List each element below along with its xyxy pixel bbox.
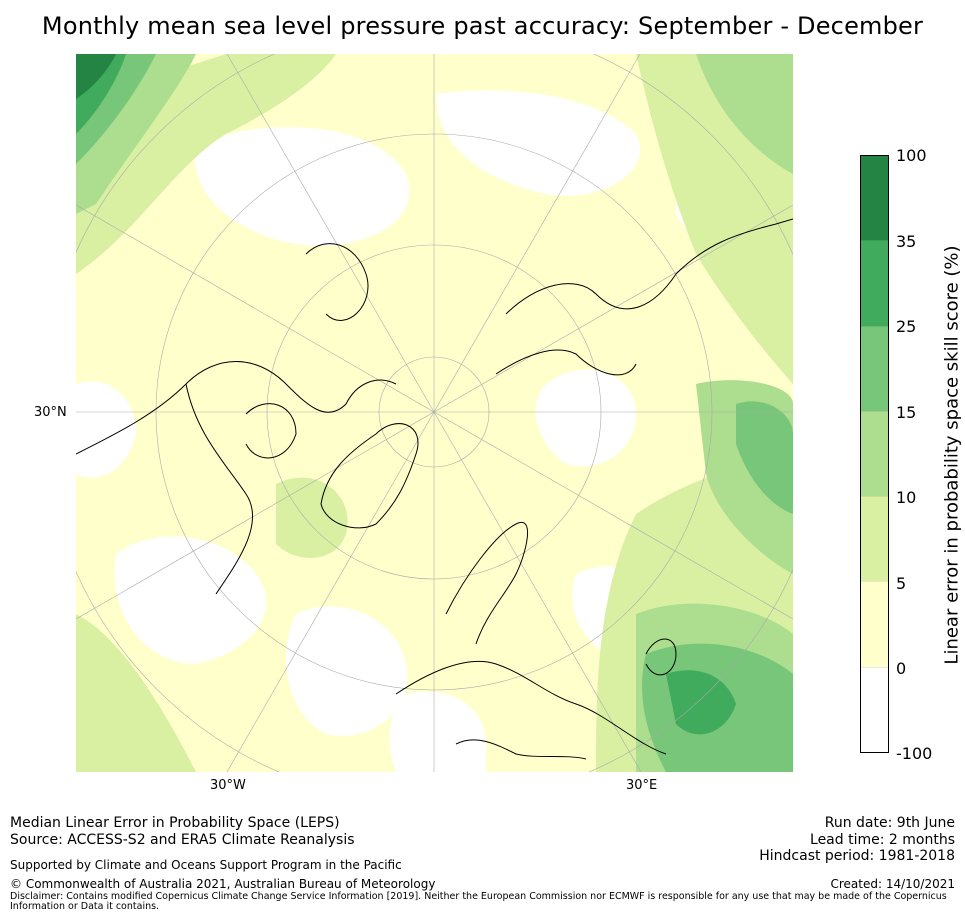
- footer-leps: Median Linear Error in Probability Space…: [10, 815, 340, 831]
- colorbar-tick: 15: [896, 403, 917, 422]
- footer-source: Source: ACCESS-S2 and ERA5 Climate Reana…: [10, 832, 355, 848]
- colorbar-segment: [861, 581, 888, 667]
- no-skill-region: [436, 90, 640, 196]
- siberia-coast: [495, 349, 637, 376]
- coastlines: [76, 218, 793, 760]
- alaska-coast: [305, 243, 369, 321]
- north-america-coast: [76, 361, 397, 595]
- no-skill-region: [76, 381, 136, 478]
- footer-lead-time: Lead time: 2 months: [810, 832, 955, 848]
- colorbar-tick: 100: [896, 146, 927, 165]
- no-skill-region: [194, 127, 410, 246]
- graticule: [76, 54, 793, 772]
- skill-10-15: [696, 54, 793, 174]
- latitude-label: 30°N: [34, 405, 67, 420]
- caspian-coast: [645, 638, 677, 676]
- colorbar-title: Linear error in probability space skill …: [941, 245, 963, 665]
- colorbar-tick: 25: [896, 317, 917, 336]
- footer-supported: Supported by Climate and Oceans Support …: [10, 858, 402, 872]
- colorbar-segment: [861, 410, 888, 497]
- skill-25-35: [666, 670, 736, 735]
- no-skill-region: [535, 369, 636, 467]
- footer-disclaimer: Disclaimer: Contains modified Copernicus…: [10, 891, 947, 912]
- footer-hindcast: Hindcast period: 1981-2018: [759, 848, 955, 864]
- colorbar-tick: 10: [896, 488, 917, 507]
- chart-title: Monthly mean sea level pressure past acc…: [41, 12, 924, 40]
- no-skill-region: [286, 606, 408, 736]
- colorbar-segment: [861, 240, 888, 326]
- colorbar-tick: 0: [896, 659, 907, 678]
- no-skill-region: [389, 691, 486, 772]
- asia-north-coast: [505, 218, 793, 315]
- europe-coast: [395, 660, 667, 755]
- longitude-label-east: 30°E: [626, 778, 658, 793]
- skill-shading: [76, 54, 793, 772]
- skill-5-10: [276, 477, 348, 558]
- footer-created: Created: 14/10/2021: [830, 877, 955, 891]
- colorbar-segment: [861, 496, 888, 582]
- greenland-coast: [320, 423, 419, 529]
- colorbar-tick: 5: [896, 574, 907, 593]
- skill-15-25: [736, 401, 793, 514]
- longitude-label-west: 30°W: [210, 778, 246, 793]
- footer-copyright: © Commonwealth of Australia 2021, Austra…: [10, 877, 436, 891]
- colorbar-segment: [861, 666, 888, 752]
- colorbar-segment: [861, 156, 888, 241]
- map-svg: [76, 54, 793, 772]
- colorbar-segment: [861, 325, 888, 411]
- colorbar-tick: -100: [896, 744, 933, 763]
- skill-5-10: [76, 614, 196, 772]
- skill-35-100: [76, 54, 116, 99]
- no-skill-region: [114, 536, 267, 664]
- footer-run-date: Run date: 9th June: [824, 815, 955, 831]
- colorbar: [860, 155, 889, 753]
- mediterranean-coast: [455, 739, 587, 760]
- colorbar-tick: 35: [896, 232, 917, 251]
- hudson-bay-coast: [245, 403, 297, 459]
- scandinavia-coast: [445, 521, 529, 645]
- polar-map: [76, 54, 793, 772]
